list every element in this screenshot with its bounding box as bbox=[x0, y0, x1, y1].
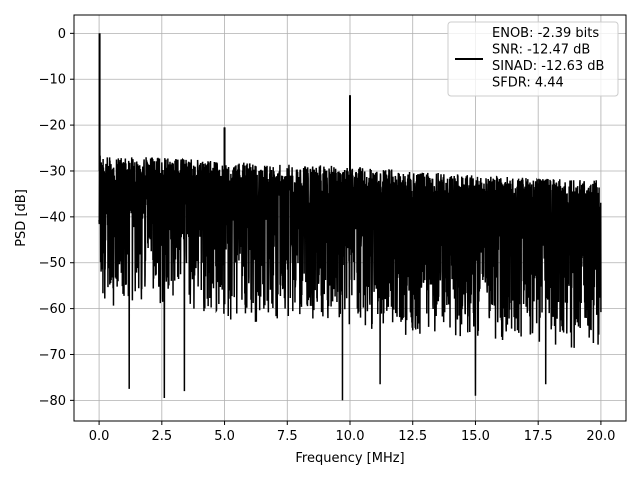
y-tick-label: −70 bbox=[39, 348, 66, 363]
x-tick-label: 15.0 bbox=[461, 429, 490, 444]
x-tick-label: 5.0 bbox=[214, 429, 235, 444]
x-tick-label: 20.0 bbox=[586, 429, 615, 444]
legend-snr: SNR: -12.47 dB bbox=[492, 43, 590, 58]
psd-trace bbox=[98, 33, 602, 401]
y-tick-label: −60 bbox=[39, 302, 66, 317]
x-axis-label: Frequency [MHz] bbox=[295, 451, 404, 466]
legend-sfdr: SFDR: 4.44 bbox=[492, 76, 564, 91]
y-tick-label: 0 bbox=[58, 27, 66, 42]
x-tick-label: 17.5 bbox=[524, 429, 553, 444]
x-tick-label: 0.0 bbox=[89, 429, 110, 444]
x-tick-label: 12.5 bbox=[398, 429, 427, 444]
y-tick-label: −20 bbox=[39, 119, 66, 134]
legend-sinad: SINAD: -12.63 dB bbox=[492, 59, 604, 74]
x-axis: 0.0 2.5 5.0 7.5 10.0 12.5 15.0 17.5 20.0 bbox=[89, 421, 615, 444]
legend-box bbox=[447, 21, 619, 97]
y-tick-label: −50 bbox=[39, 256, 66, 271]
y-axis-label: PSD [dB] bbox=[14, 189, 29, 247]
y-axis: 0 −10 −20 −30 −40 −50 −60 −70 −80 bbox=[39, 27, 74, 409]
x-tick-label: 10.0 bbox=[336, 429, 365, 444]
legend: ENOB: -2.39 bits SNR: -12.47 dB SINAD: -… bbox=[447, 21, 619, 97]
y-tick-label: −40 bbox=[39, 210, 66, 225]
y-tick-label: −30 bbox=[39, 164, 66, 179]
x-tick-label: 2.5 bbox=[151, 429, 172, 444]
x-tick-label: 7.5 bbox=[277, 429, 298, 444]
y-tick-label: −80 bbox=[39, 394, 66, 409]
legend-enob: ENOB: -2.39 bits bbox=[492, 26, 599, 41]
y-tick-label: −10 bbox=[39, 73, 66, 88]
psd-series-line bbox=[98, 33, 602, 401]
